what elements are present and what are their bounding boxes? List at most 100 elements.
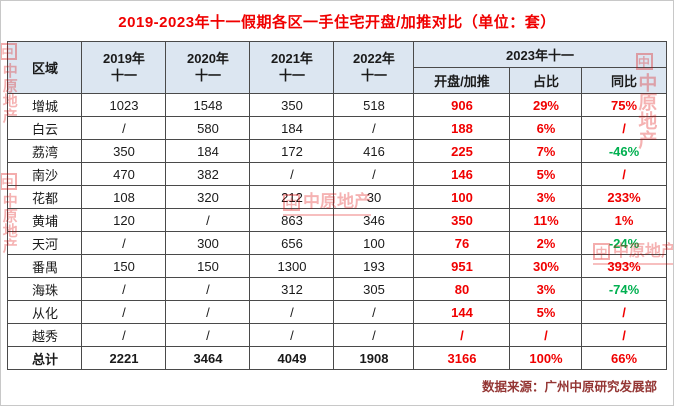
- value-cell: /: [249, 162, 335, 186]
- region-cell: 增城: [7, 93, 83, 117]
- value-cell: /: [165, 277, 251, 301]
- value-cell: 4049: [249, 346, 335, 370]
- value-cell: 470: [81, 162, 167, 186]
- header-region: 区域: [7, 41, 83, 94]
- value-cell: 1548: [165, 93, 251, 117]
- value-cell: /: [581, 300, 667, 324]
- value-cell: 5%: [509, 300, 583, 324]
- data-table: 区域 2019年 十一 2020年 十一 2021年 十一 2022年 十一 2: [7, 41, 667, 370]
- table-row: 增城 1023 1548 350 518 906 29% 75%: [7, 93, 667, 117]
- value-cell: 144: [413, 300, 511, 324]
- value-cell: 5%: [509, 162, 583, 186]
- value-cell: 212: [249, 185, 335, 209]
- value-cell: 76: [413, 231, 511, 255]
- value-cell: /: [249, 323, 335, 347]
- value-cell: 580: [165, 116, 251, 140]
- table-row: 荔湾 350 184 172 416 225 7% -46%: [7, 139, 667, 163]
- value-cell: 863: [249, 208, 335, 232]
- value-cell: /: [249, 300, 335, 324]
- value-cell: 66%: [581, 346, 667, 370]
- value-cell: -46%: [581, 139, 667, 163]
- value-cell: /: [81, 300, 167, 324]
- region-cell: 黄埔: [7, 208, 83, 232]
- table-row: 白云/580 184/188 6% /: [7, 116, 667, 140]
- value-cell: 906: [413, 93, 511, 117]
- value-cell: 656: [249, 231, 335, 255]
- value-cell: /: [81, 323, 167, 347]
- value-cell: 2221: [81, 346, 167, 370]
- value-cell: 320: [165, 185, 251, 209]
- header-2020: 2020年 十一: [165, 41, 251, 94]
- data-source: 数据来源：广州中原研究发展部: [481, 380, 657, 394]
- region-cell: 番禺: [7, 254, 83, 278]
- value-cell: 75%: [581, 93, 667, 117]
- total-row: 总计 2221 3464 4049 1908 3166 100% 66%: [7, 346, 667, 370]
- region-cell: 白云: [7, 116, 83, 140]
- table-row: 从化 / / //144 5% /: [7, 300, 667, 324]
- header-2022: 2022年 十一: [333, 41, 415, 94]
- value-cell: /: [333, 162, 415, 186]
- header-row-1: 区域 2019年 十一 2020年 十一 2021年 十一 2022年 十一 2: [7, 41, 667, 94]
- value-cell: 3%: [509, 185, 583, 209]
- value-cell: /: [165, 208, 251, 232]
- value-cell: /: [333, 300, 415, 324]
- value-cell: 1908: [333, 346, 415, 370]
- value-cell: 100%: [509, 346, 583, 370]
- period-label: 十一: [194, 67, 221, 83]
- value-cell: 7%: [509, 139, 583, 163]
- table-row: 海珠 //312 305 80 3% -74%: [7, 277, 667, 301]
- value-cell: /: [581, 116, 667, 140]
- value-cell: 29%: [509, 93, 583, 117]
- year-label: 2021年: [271, 51, 313, 67]
- value-cell: 350: [249, 93, 335, 117]
- header-2019: 2019年 十一: [81, 41, 167, 94]
- value-cell: 2%: [509, 231, 583, 255]
- header-2021: 2021年 十一: [249, 41, 335, 94]
- value-cell: /: [81, 116, 167, 140]
- period-label: 十一: [110, 67, 137, 83]
- header-2023-open: 开盘/加推: [413, 67, 511, 94]
- table-row: 越秀 / / / / / / /: [7, 323, 667, 347]
- value-cell: 305: [333, 277, 415, 301]
- region-cell: 海珠: [7, 277, 83, 301]
- value-cell: 150: [165, 254, 251, 278]
- value-cell: 312: [249, 277, 335, 301]
- value-cell: /: [165, 323, 251, 347]
- value-cell: /: [81, 277, 167, 301]
- value-cell: 300: [165, 231, 251, 255]
- value-cell: 1300: [249, 254, 335, 278]
- value-cell: -74%: [581, 277, 667, 301]
- region-cell: 从化: [7, 300, 83, 324]
- value-cell: 225: [413, 139, 511, 163]
- value-cell: 1023: [81, 93, 167, 117]
- page-title: 2019-2023年十一假期各区一手住宅开盘/加推对比（单位：套）: [118, 14, 556, 31]
- header-2023-yoy: 同比: [581, 67, 667, 94]
- value-cell: 30: [333, 185, 415, 209]
- value-cell: 108: [81, 185, 167, 209]
- value-cell: 233%: [581, 185, 667, 209]
- table-row: 番禺 150 150 1300 193 951 30% 393%: [7, 254, 667, 278]
- year-label: 2022年: [353, 51, 395, 67]
- value-cell: /: [413, 323, 511, 347]
- region-cell: 总计: [7, 346, 83, 370]
- value-cell: 193: [333, 254, 415, 278]
- value-cell: 120: [81, 208, 167, 232]
- value-cell: 350: [413, 208, 511, 232]
- value-cell: 100: [333, 231, 415, 255]
- value-cell: -24%: [581, 231, 667, 255]
- value-cell: /: [165, 300, 251, 324]
- value-cell: /: [581, 162, 667, 186]
- value-cell: /: [81, 231, 167, 255]
- table-row: 花都 108 320 212 30 100 3% 233%: [7, 185, 667, 209]
- table-row: 黄埔 120/863 346 350 11% 1%: [7, 208, 667, 232]
- table-row: 南沙 470 382//146 5% /: [7, 162, 667, 186]
- region-cell: 天河: [7, 231, 83, 255]
- value-cell: 3166: [413, 346, 511, 370]
- year-label: 2020年: [187, 51, 229, 67]
- table-row: 天河/300 656 100 76 2% -24%: [7, 231, 667, 255]
- value-cell: /: [333, 323, 415, 347]
- region-cell: 越秀: [7, 323, 83, 347]
- value-cell: 146: [413, 162, 511, 186]
- value-cell: 30%: [509, 254, 583, 278]
- region-cell: 荔湾: [7, 139, 83, 163]
